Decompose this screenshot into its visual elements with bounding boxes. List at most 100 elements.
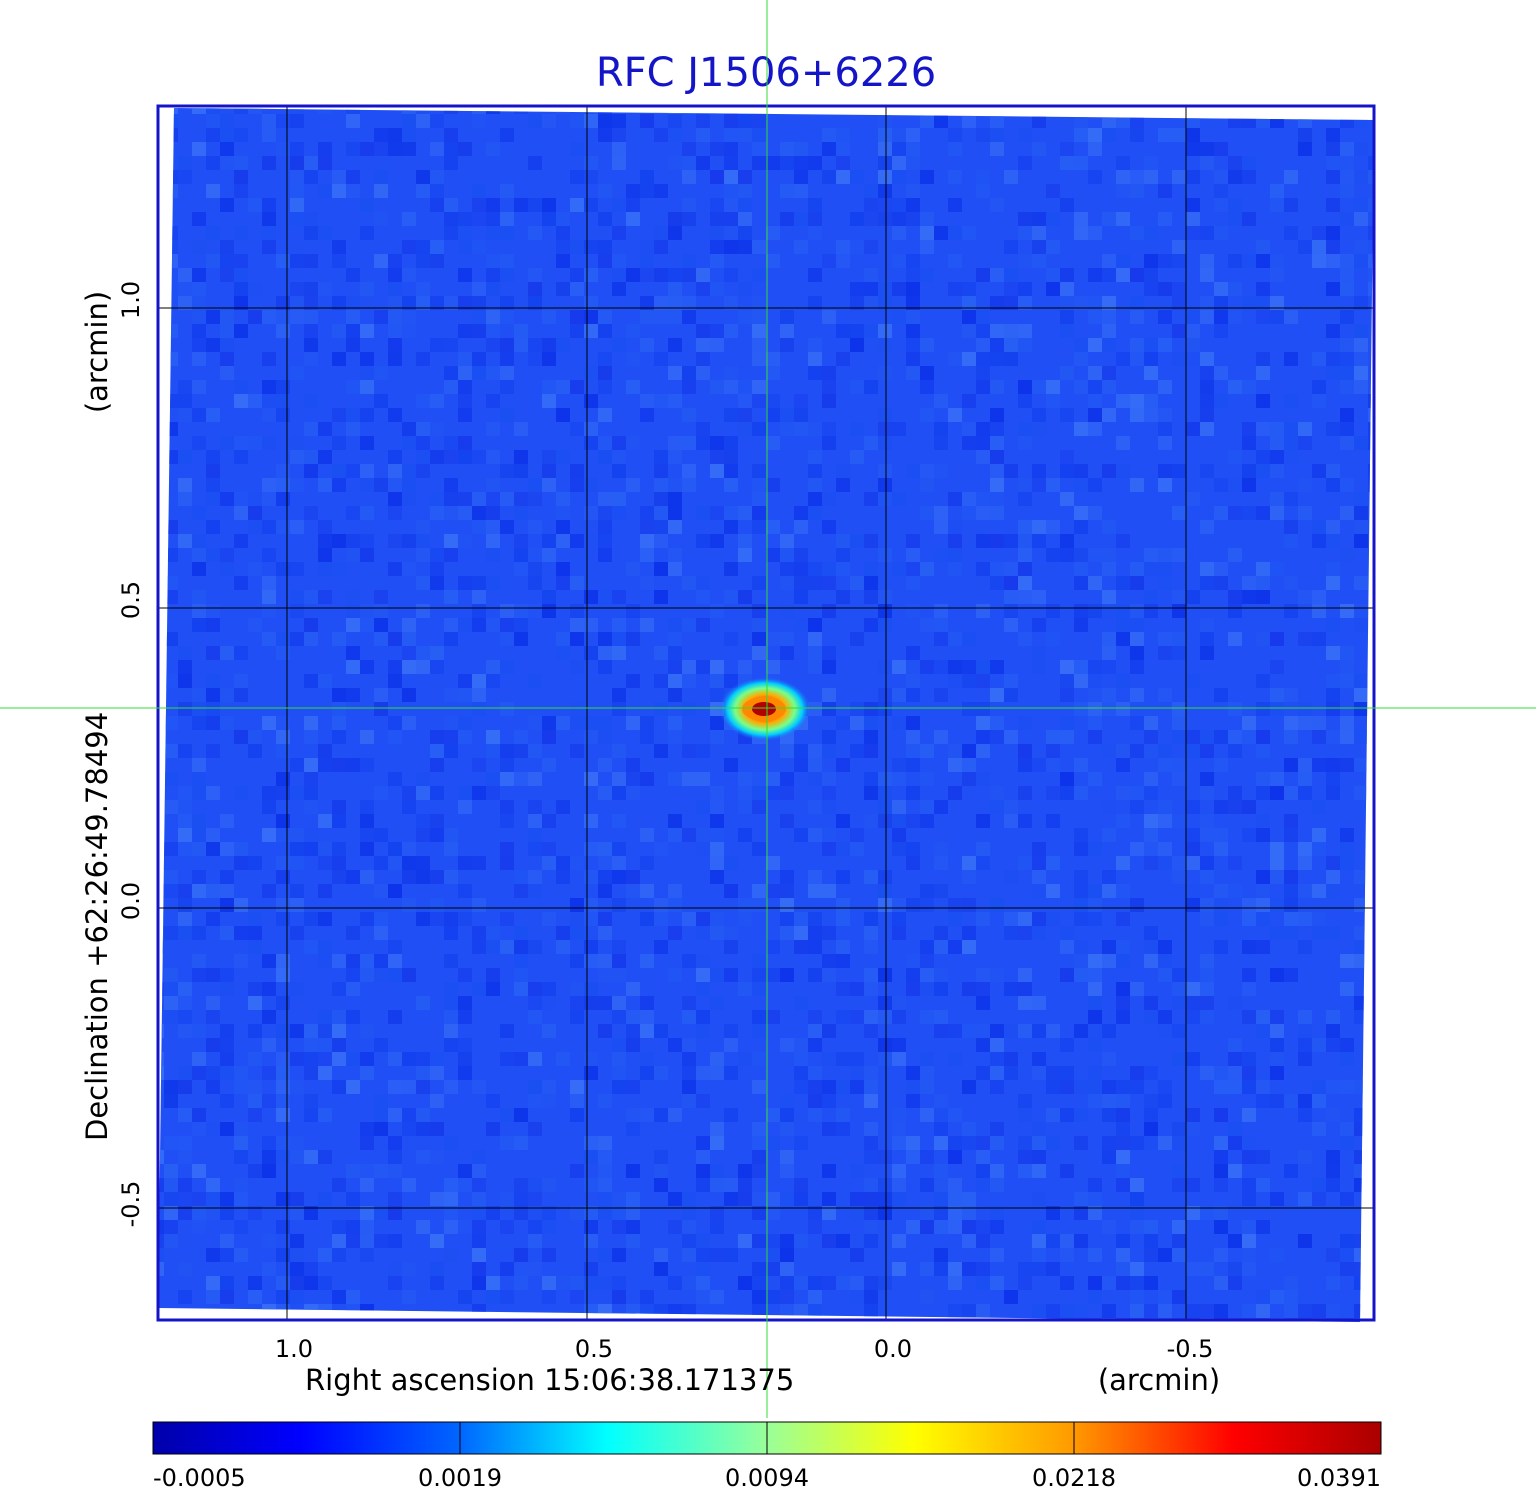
- noise-pixel: [206, 604, 220, 618]
- noise-pixel: [500, 1262, 514, 1276]
- noise-pixel: [1032, 1122, 1046, 1136]
- noise-pixel: [990, 198, 1004, 212]
- noise-pixel: [794, 576, 808, 590]
- noise-pixel: [1102, 1150, 1116, 1164]
- noise-pixel: [1144, 1094, 1158, 1108]
- noise-pixel: [682, 1080, 696, 1094]
- noise-pixel: [794, 618, 808, 632]
- noise-pixel: [780, 604, 794, 618]
- noise-pixel: [878, 800, 892, 814]
- noise-pixel: [374, 590, 388, 604]
- noise-pixel: [276, 1220, 290, 1234]
- noise-pixel: [570, 996, 584, 1010]
- noise-pixel: [682, 912, 696, 926]
- noise-pixel: [1032, 520, 1046, 534]
- noise-pixel: [1214, 1304, 1228, 1318]
- noise-pixel: [332, 758, 346, 772]
- noise-pixel: [794, 422, 808, 436]
- noise-pixel: [584, 198, 598, 212]
- noise-pixel: [1018, 212, 1032, 226]
- noise-pixel: [850, 632, 864, 646]
- noise-pixel: [528, 982, 542, 996]
- noise-pixel: [458, 268, 472, 282]
- noise-pixel: [640, 170, 654, 184]
- noise-pixel: [1046, 1136, 1060, 1150]
- noise-pixel: [206, 114, 220, 128]
- noise-pixel: [1018, 436, 1032, 450]
- noise-pixel: [668, 296, 682, 310]
- noise-pixel: [668, 828, 682, 842]
- noise-pixel: [1144, 170, 1158, 184]
- noise-pixel: [486, 744, 500, 758]
- noise-pixel: [500, 632, 514, 646]
- noise-pixel: [962, 310, 976, 324]
- noise-pixel: [1200, 268, 1214, 282]
- noise-pixel: [290, 1136, 304, 1150]
- noise-pixel: [1284, 1276, 1298, 1290]
- noise-pixel: [178, 800, 192, 814]
- noise-pixel: [1256, 744, 1270, 758]
- noise-pixel: [920, 940, 934, 954]
- noise-pixel: [1074, 212, 1088, 226]
- noise-pixel: [570, 898, 584, 912]
- noise-pixel: [290, 856, 304, 870]
- noise-pixel: [1116, 856, 1130, 870]
- noise-pixel: [234, 450, 248, 464]
- noise-pixel: [808, 1066, 822, 1080]
- noise-pixel: [444, 380, 458, 394]
- noise-pixel: [654, 744, 668, 758]
- noise-pixel: [1284, 436, 1298, 450]
- noise-pixel: [808, 156, 822, 170]
- noise-pixel: [584, 1276, 598, 1290]
- noise-pixel: [640, 240, 654, 254]
- noise-pixel: [1214, 506, 1228, 520]
- noise-pixel: [752, 1290, 766, 1304]
- noise-pixel: [472, 282, 486, 296]
- noise-pixel: [1200, 464, 1214, 478]
- noise-pixel: [696, 744, 710, 758]
- noise-pixel: [584, 954, 598, 968]
- noise-pixel: [682, 828, 696, 842]
- noise-pixel: [864, 1304, 878, 1318]
- noise-pixel: [822, 646, 836, 660]
- noise-pixel: [514, 954, 528, 968]
- noise-pixel: [542, 1178, 556, 1192]
- noise-pixel: [584, 982, 598, 996]
- noise-pixel: [416, 814, 430, 828]
- noise-pixel: [276, 1276, 290, 1290]
- noise-pixel: [332, 296, 346, 310]
- noise-pixel: [486, 422, 500, 436]
- noise-pixel: [486, 226, 500, 240]
- noise-pixel: [1088, 296, 1102, 310]
- noise-pixel: [766, 1108, 780, 1122]
- noise-pixel: [346, 548, 360, 562]
- noise-pixel: [1354, 198, 1368, 212]
- noise-pixel: [836, 1234, 850, 1248]
- noise-pixel: [402, 324, 416, 338]
- noise-pixel: [682, 380, 696, 394]
- noise-pixel: [864, 1178, 878, 1192]
- noise-pixel: [1186, 674, 1200, 688]
- noise-pixel: [962, 1080, 976, 1094]
- noise-pixel: [304, 422, 318, 436]
- noise-pixel: [290, 114, 304, 128]
- noise-pixel: [794, 1136, 808, 1150]
- noise-pixel: [262, 380, 276, 394]
- noise-pixel: [766, 436, 780, 450]
- noise-pixel: [500, 492, 514, 506]
- noise-pixel: [1214, 576, 1228, 590]
- noise-pixel: [304, 1094, 318, 1108]
- noise-pixel: [682, 156, 696, 170]
- noise-pixel: [850, 1192, 864, 1206]
- noise-pixel: [668, 1304, 682, 1318]
- noise-pixel: [668, 562, 682, 576]
- noise-pixel: [402, 142, 416, 156]
- noise-pixel: [1228, 996, 1242, 1010]
- noise-pixel: [276, 478, 290, 492]
- noise-pixel: [710, 198, 724, 212]
- noise-pixel: [1326, 618, 1340, 632]
- noise-pixel: [1242, 1262, 1256, 1276]
- noise-pixel: [850, 1290, 864, 1304]
- noise-pixel: [598, 506, 612, 520]
- noise-pixel: [1326, 730, 1340, 744]
